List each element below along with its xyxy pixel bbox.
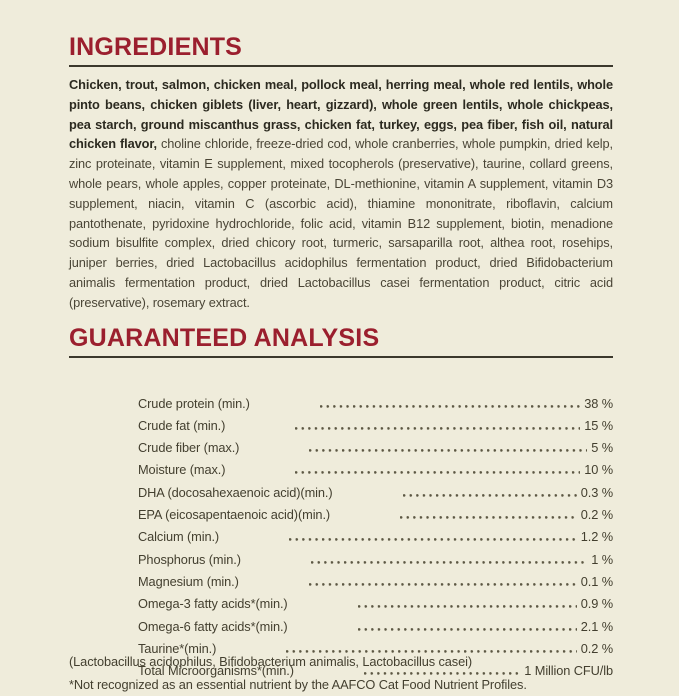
nutrient-value: 2.1 % xyxy=(580,618,613,634)
nutrient-value: 1 % xyxy=(591,551,613,567)
guaranteed-analysis-divider xyxy=(69,355,613,358)
ingredients-title: INGREDIENTS xyxy=(69,33,243,61)
dotted-leader xyxy=(319,404,581,408)
nutrient-label: Calcium (min.) xyxy=(138,529,220,545)
nutrient-value: 10 % xyxy=(584,462,613,478)
nutrient-value: 38 % xyxy=(584,395,613,411)
table-row: Phosphorus (min.) 1 % xyxy=(69,518,613,567)
dotted-leader xyxy=(289,538,577,542)
nutrient-label: Total Microorganisms*(min.) xyxy=(138,663,294,679)
dotted-leader xyxy=(295,471,581,475)
dotted-leader xyxy=(309,449,588,453)
table-row: Omega-3 fatty acids*(min.) 0.9 % xyxy=(69,562,613,611)
table-row: DHA (docosahexaenoic acid)(min.) 0.3 % xyxy=(69,451,613,500)
nutrient-label: Omega-6 fatty acids*(min.) xyxy=(138,618,288,634)
table-row: Calcium (min.) 1.2 % xyxy=(69,495,613,544)
nutrient-label: DHA (docosahexaenoic acid)(min.) xyxy=(138,484,333,500)
dotted-leader xyxy=(286,649,577,653)
dotted-leader xyxy=(310,560,588,564)
table-row: Moisture (max.) 10 % xyxy=(69,428,613,477)
table-row: Total Microorganisms*(min.) 1 Million CF… xyxy=(69,629,613,678)
table-row: Omega-6 fatty acids*(min.) 2.1 % xyxy=(69,585,613,634)
nutrient-label: Taurine*(min.) xyxy=(138,640,217,656)
table-row: Magnesium (min.) 0.1 % xyxy=(69,540,613,589)
ingredients-primary-text: Chicken, trout, salmon, chicken meal, po… xyxy=(69,77,613,152)
guaranteed-analysis-title: GUARANTEED ANALYSIS xyxy=(69,323,380,352)
dotted-leader xyxy=(402,493,577,497)
nutrient-label: Phosphorus (min.) xyxy=(138,551,241,567)
nutrient-value: 0.2 % xyxy=(580,507,613,523)
nutrient-label: EPA (eicosapentaenoic acid)(min.) xyxy=(138,507,331,523)
nutrient-value: 0.1 % xyxy=(580,573,613,589)
dotted-leader xyxy=(308,582,577,586)
table-row: Crude fiber (max.) 5 % xyxy=(69,406,613,455)
nutrient-label: Magnesium (min.) xyxy=(138,573,239,589)
nutrient-label: Moisture (max.) xyxy=(138,462,226,478)
guaranteed-analysis-table: Crude protein (min.) 38 % Crude fat (min… xyxy=(69,362,613,679)
dotted-leader xyxy=(357,605,577,609)
nutrient-value: 1.2 % xyxy=(580,529,613,545)
nutrient-label: Crude protein (min.) xyxy=(138,395,250,411)
table-row: Taurine*(min.) 0.2 % xyxy=(69,607,613,656)
nutrient-value: 1 Million CFU/lb xyxy=(524,663,613,679)
table-row: Crude protein (min.) 38 % xyxy=(69,362,613,411)
ingredients-paragraph: Chicken, trout, salmon, chicken meal, po… xyxy=(69,75,613,313)
dotted-leader xyxy=(357,627,577,631)
nutrient-value: 0.9 % xyxy=(580,596,613,612)
ingredients-divider xyxy=(69,65,613,67)
table-row: Crude fat (min.) 15 % xyxy=(69,384,613,433)
nutrient-label: Omega-3 fatty acids*(min.) xyxy=(138,596,288,612)
ingredients-secondary-text: choline chloride, freeze-dried cod, whol… xyxy=(69,136,613,310)
nutrient-value: 5 % xyxy=(591,440,613,456)
dotted-leader xyxy=(295,426,581,430)
nutrient-label: Crude fiber (max.) xyxy=(138,440,240,456)
dotted-leader xyxy=(363,672,521,676)
dotted-leader xyxy=(400,516,577,520)
table-row: EPA (eicosapentaenoic acid)(min.) 0.2 % xyxy=(69,473,613,522)
microorganisms-note: (Lactobacillus acidophilus, Bifidobacter… xyxy=(69,654,473,670)
nutrient-value: 15 % xyxy=(584,417,613,433)
nutrient-value: 0.2 % xyxy=(580,640,613,656)
nutrient-value: 0.3 % xyxy=(580,484,613,500)
nutrient-label: Crude fat (min.) xyxy=(138,417,226,433)
